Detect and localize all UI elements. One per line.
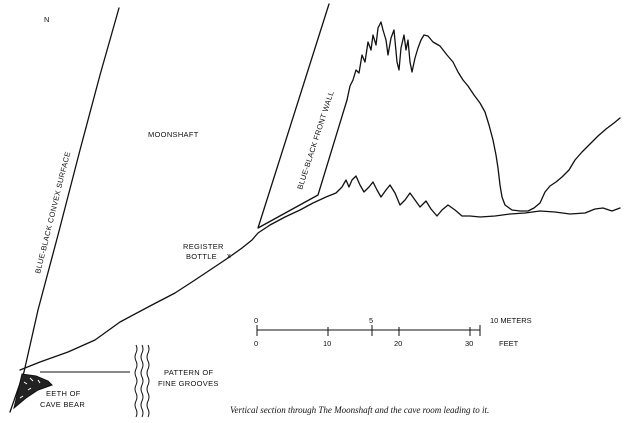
register-bottle-label-line1: REGISTER xyxy=(183,242,224,251)
front-wall-label: BLUE-BLACK FRONT WALL xyxy=(295,90,335,191)
teeth-label-line2: CAVE BEAR xyxy=(40,400,85,409)
feet-tick-30: 30 xyxy=(465,339,473,348)
teeth-texture xyxy=(19,377,41,399)
meters-tick-0: 0 xyxy=(254,316,258,325)
meters-tick-5: 5 xyxy=(369,316,373,325)
teeth-label-line1: EETH OF xyxy=(46,389,81,398)
feet-tick-0: 0 xyxy=(254,339,258,348)
grooves-label-line2: FINE GROOVES xyxy=(158,379,219,388)
scale-bar: 0 5 10 METERS 0 10 20 30 FEET xyxy=(254,316,532,348)
grooves-label-line1: PATTERN OF xyxy=(164,368,214,377)
register-bottle-marker: x xyxy=(227,251,231,260)
register-bottle-label-line2: BOTTLE xyxy=(186,252,217,261)
convex-surface-line xyxy=(9,7,120,413)
feet-unit-label: FEET xyxy=(499,339,519,348)
cave-floor-line xyxy=(19,175,621,371)
north-marker: N xyxy=(44,15,50,24)
moonshaft-label: MOONSHAFT xyxy=(148,130,199,139)
feet-tick-20: 20 xyxy=(394,339,402,348)
feet-tick-10: 10 xyxy=(323,339,331,348)
cave-bear-teeth-deposit xyxy=(13,373,53,410)
front-wall-outline xyxy=(257,3,348,229)
fine-grooves-pattern xyxy=(134,344,150,418)
meters-tick-10: 10 METERS xyxy=(490,316,532,325)
cave-ceiling-line xyxy=(346,21,621,212)
figure-caption: Vertical section through The Moonshaft a… xyxy=(230,405,489,415)
